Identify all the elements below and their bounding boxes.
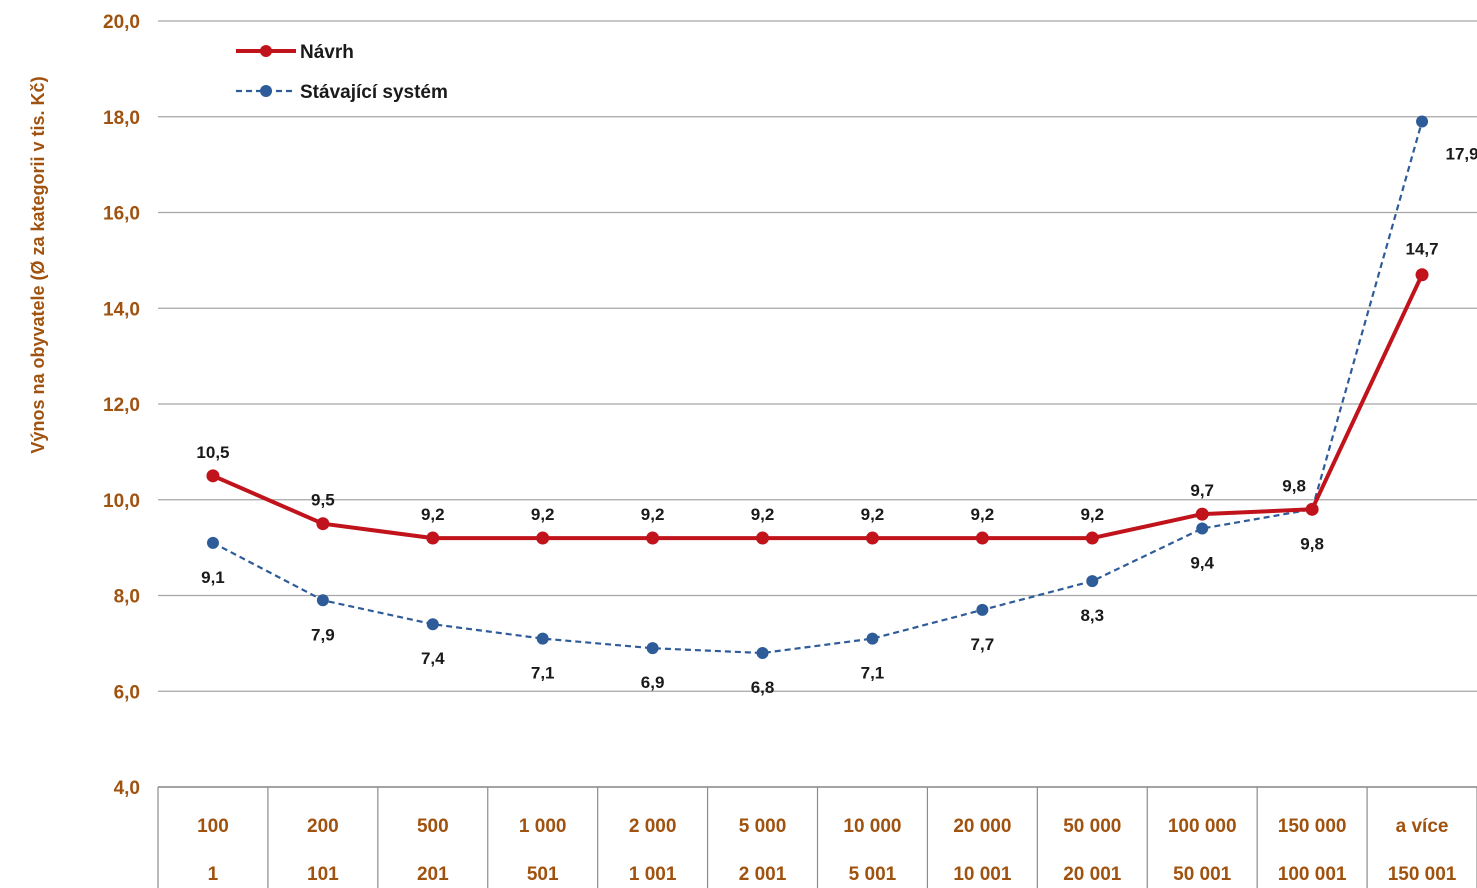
x-tick-label-lower: 100 001 — [1278, 864, 1347, 885]
data-point — [646, 642, 659, 655]
data-label: 8,3 — [1080, 606, 1104, 625]
data-label: 7,9 — [311, 625, 335, 644]
x-tick-label-upper: 500 — [417, 816, 449, 837]
x-tick-label-lower: 501 — [527, 864, 559, 885]
x-tick-label-lower: 101 — [307, 864, 339, 885]
data-label: 9,2 — [861, 505, 885, 524]
legend-swatch-marker — [260, 85, 272, 97]
data-point — [756, 531, 770, 545]
data-point — [316, 517, 330, 531]
x-tick-label-lower: 5 001 — [849, 864, 897, 885]
x-tick-label-upper: 100 000 — [1168, 816, 1237, 837]
data-label: 6,9 — [641, 673, 665, 692]
data-point — [426, 531, 440, 545]
data-label: 9,4 — [1190, 553, 1214, 572]
data-label: 7,1 — [861, 664, 885, 683]
data-point — [976, 603, 989, 616]
data-label: 9,8 — [1282, 476, 1306, 495]
data-point — [1086, 575, 1099, 588]
data-point — [206, 536, 219, 549]
series-stavajici-system: 9,1 7,9 7,4 7,1 6,9 6,8 7,1 7,7 8,3 9,4 9,8 17,9 — [201, 115, 1477, 697]
data-label: 9,5 — [311, 491, 335, 510]
legend-swatch-marker — [260, 45, 272, 57]
data-label: 7,7 — [971, 635, 995, 654]
data-label: 7,4 — [421, 649, 445, 668]
series-group: 9,1 7,9 7,4 7,1 6,9 6,8 7,1 7,7 8,3 9,4 9,8 17,9 10,… — [196, 115, 1477, 697]
x-tick-label-upper: a více — [1396, 816, 1449, 837]
data-point — [536, 632, 549, 645]
data-label: 9,2 — [751, 505, 775, 524]
x-tick-label-upper: 2 000 — [629, 816, 677, 837]
y-tick-label: 18,0 — [103, 108, 140, 129]
data-label: 9,7 — [1190, 481, 1214, 500]
x-tick-label-upper: 100 — [197, 816, 229, 837]
series-line — [212, 121, 1424, 655]
x-tick-label-upper: 5 000 — [739, 816, 787, 837]
series-navrh: 10,5 9,5 9,2 9,2 9,2 9,2 9,2 9,2 9,2 9,7 9,8 14,7 — [196, 240, 1439, 545]
grid-lines — [158, 20, 1477, 788]
data-point — [975, 531, 989, 545]
data-point — [1415, 268, 1429, 282]
data-label: 9,2 — [641, 505, 665, 524]
data-point — [1085, 531, 1099, 545]
data-point — [536, 531, 550, 545]
x-tick-label-upper: 20 000 — [953, 816, 1011, 837]
data-label: 17,9 — [1445, 145, 1477, 164]
x-tick-label-lower: 1 001 — [629, 864, 677, 885]
y-tick-label: 20,0 — [103, 12, 140, 33]
data-point — [646, 531, 660, 545]
data-point — [1305, 502, 1319, 516]
x-tick-label-upper: 1 000 — [519, 816, 567, 837]
data-label: 9,8 — [1300, 534, 1324, 553]
x-tick-label-lower: 10 001 — [953, 864, 1012, 885]
data-point — [1196, 522, 1209, 535]
data-label: 14,7 — [1405, 240, 1438, 259]
y-tick-label: 6,0 — [114, 682, 140, 703]
x-tick-label-lower: 20 001 — [1063, 864, 1122, 885]
data-label: 9,2 — [421, 505, 445, 524]
data-point — [756, 646, 769, 659]
y-tick-label: 4,0 — [114, 778, 140, 799]
x-tick-label-lower: 150 001 — [1388, 864, 1457, 885]
data-label: 9,2 — [971, 505, 995, 524]
x-tick-label-upper: 150 000 — [1278, 816, 1347, 837]
y-axis-ticks: 4,0 6,0 8,0 10,0 12,0 14,0 16,0 18,0 20,0 — [103, 12, 140, 799]
x-tick-label-lower: 201 — [417, 864, 449, 885]
data-label: 10,5 — [196, 443, 229, 462]
x-tick-label-upper: 10 000 — [843, 816, 901, 837]
y-tick-label: 16,0 — [103, 204, 140, 225]
data-label: 6,8 — [751, 678, 775, 697]
data-point — [1195, 507, 1209, 521]
y-tick-label: 14,0 — [103, 299, 140, 320]
series-line — [212, 273, 1424, 541]
x-tick-label-lower: 2 001 — [739, 864, 787, 885]
y-tick-label: 10,0 — [103, 491, 140, 512]
data-point — [426, 618, 439, 631]
data-point — [206, 469, 220, 483]
x-tick-label-lower: 50 001 — [1173, 864, 1232, 885]
data-label: 7,1 — [531, 664, 555, 683]
data-point — [865, 531, 879, 545]
x-tick-label-upper: 200 — [307, 816, 339, 837]
legend: Návrh Stávající systém — [236, 42, 448, 103]
data-label: 9,2 — [1080, 505, 1104, 524]
legend-label: Návrh — [300, 42, 354, 63]
x-tick-label-upper: 50 000 — [1063, 816, 1121, 837]
x-axis: 100 200 500 1 000 2 000 5 000 10 000 20 000 50 0… — [157, 786, 1477, 888]
legend-label: Stávající systém — [300, 82, 448, 103]
data-label: 9,1 — [201, 568, 225, 587]
x-tick-label-lower: 1 — [208, 864, 219, 885]
y-tick-label: 8,0 — [114, 587, 140, 608]
data-point — [1416, 115, 1429, 128]
y-axis-label: Výnos na obyvatele (Ø za kategorii v tis… — [28, 76, 48, 453]
data-point — [866, 632, 879, 645]
y-tick-label: 12,0 — [103, 395, 140, 416]
data-point — [316, 594, 329, 607]
data-label: 9,2 — [531, 505, 555, 524]
